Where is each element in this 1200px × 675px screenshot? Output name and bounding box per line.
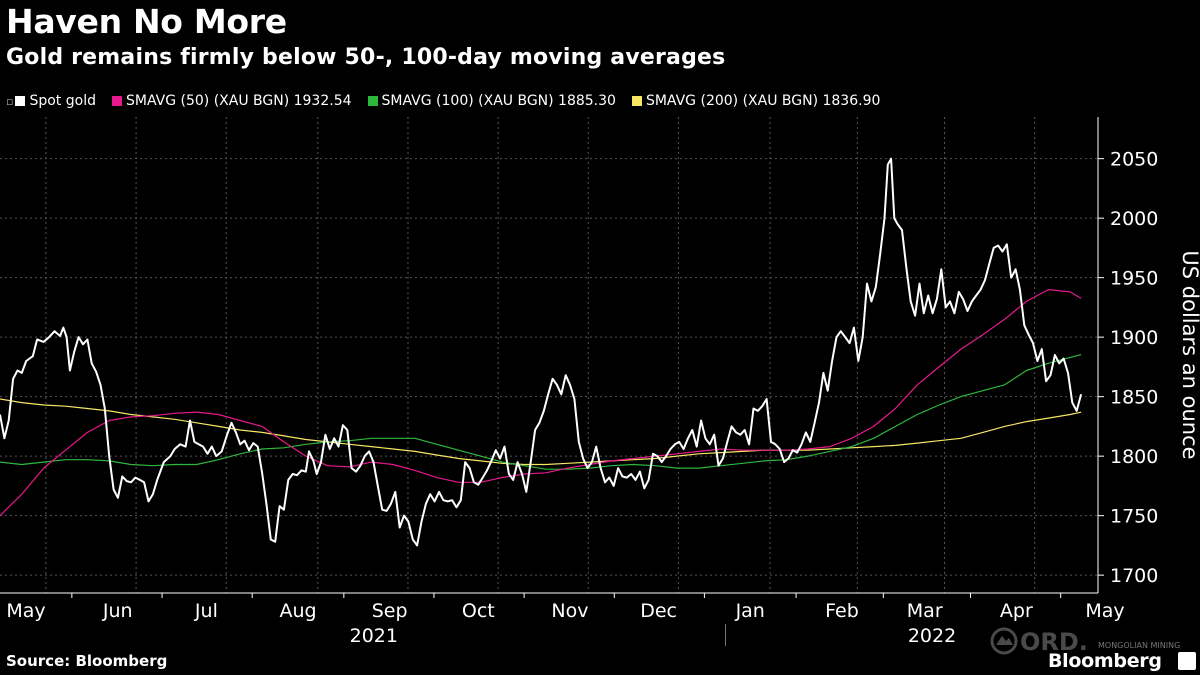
x-tick-label: Jan — [735, 600, 765, 622]
legend-swatch — [367, 96, 378, 106]
legend-swatch — [631, 96, 642, 106]
legend-marker-icon: ▫ — [6, 94, 14, 108]
legend-item-smavg-200: SMAVG (200) (XAU BGN) 1836.90 — [631, 93, 881, 109]
year-label: 2022 — [908, 625, 956, 647]
x-tick-label: Sep — [372, 600, 408, 622]
year-label: 2021 — [350, 625, 398, 647]
y-tick-label: 1800 — [1110, 446, 1158, 468]
series-line-spot-gold — [0, 157, 1083, 547]
y-tick-label: 2050 — [1110, 149, 1158, 171]
y-axis-title: US dollars an ounce — [1178, 250, 1200, 459]
chart-subtitle: Gold remains firmly below 50-, 100-day m… — [6, 45, 726, 70]
x-tick-label: Jul — [194, 600, 218, 622]
y-tick-label: 1850 — [1110, 387, 1158, 409]
chart-title: Haven No More — [6, 2, 287, 41]
legend-swatch — [111, 96, 122, 106]
x-tick-label: Dec — [640, 600, 677, 622]
watermark-text: MONGOLIAN MINING — [1098, 641, 1181, 650]
legend-item-smavg-100: SMAVG (100) (XAU BGN) 1885.30 — [367, 93, 616, 109]
series-line-smavg-200-xau-bgn — [0, 398, 1082, 466]
x-tick-label: Feb — [825, 600, 859, 622]
y-tick-label: 1950 — [1110, 268, 1158, 290]
series-line-smavg-100-xau-bgn — [0, 354, 1082, 470]
legend: ▫ Spot gold SMAVG (50) (XAU BGN) 1932.54… — [6, 92, 896, 110]
x-tick-label: Oct — [462, 600, 495, 622]
source-note: Source: Bloomberg — [6, 652, 168, 670]
x-tick-label: Aug — [279, 600, 316, 622]
legend-swatch — [15, 96, 26, 106]
bloomberg-square-icon — [1178, 652, 1196, 670]
x-tick-label: May — [1085, 600, 1124, 622]
series-line-smavg-50-xau-bgn — [0, 289, 1082, 517]
x-tick-label: Jun — [102, 600, 133, 622]
legend-item-smavg-50: SMAVG (50) (XAU BGN) 1932.54 — [111, 93, 352, 109]
bloomberg-logo: Bloomberg — [1048, 650, 1162, 672]
watermark-logo-text: ORD. — [1020, 628, 1088, 656]
legend-label: SMAVG (50) (XAU BGN) 1932.54 — [125, 93, 352, 109]
y-tick-label: 2000 — [1110, 208, 1158, 230]
legend-label: SMAVG (100) (XAU BGN) 1885.30 — [381, 93, 616, 109]
y-tick-label: 1900 — [1110, 327, 1158, 349]
x-tick-label: Apr — [1000, 600, 1033, 622]
legend-item-spot-gold: Spot gold — [15, 93, 96, 109]
x-tick-label: May — [6, 600, 45, 622]
watermark-logo: ORD. — [990, 627, 1088, 656]
legend-label: SMAVG (200) (XAU BGN) 1836.90 — [645, 93, 881, 109]
x-tick-label: Nov — [551, 600, 588, 622]
y-tick-label: 1750 — [1110, 506, 1158, 528]
legend-label: Spot gold — [29, 93, 96, 109]
y-tick-label: 1700 — [1110, 565, 1158, 587]
x-tick-label: Mar — [907, 600, 943, 622]
